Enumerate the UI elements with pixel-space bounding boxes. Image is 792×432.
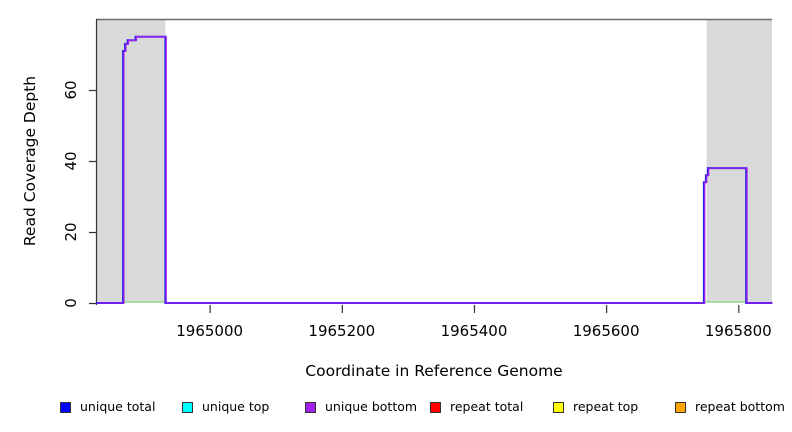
coverage-line-unique-total — [96, 35, 772, 304]
legend-swatch-icon — [553, 401, 564, 413]
x-tick-label: 1965800 — [704, 322, 772, 340]
x-tick-label: 1965600 — [572, 322, 640, 340]
legend-label: unique bottom — [325, 399, 418, 414]
x-axis-title: Coordinate in Reference Genome — [305, 362, 563, 380]
y-tick-label: 0 — [62, 298, 80, 308]
legend-swatch-icon — [60, 401, 71, 413]
shaded-region — [706, 19, 772, 303]
y-tick-label: 20 — [62, 222, 80, 242]
legend-item-unique-top: unique top — [182, 398, 269, 416]
legend-label: unique total — [80, 399, 156, 414]
legend-swatch-icon — [182, 401, 193, 413]
legend-item-unique-total: unique total — [60, 398, 155, 416]
y-tick-label: 60 — [62, 80, 80, 100]
legend-item-repeat-total: repeat total — [430, 398, 523, 416]
y-axis-title: Read Coverage Depth — [21, 75, 39, 247]
legend-label: repeat bottom — [695, 399, 785, 414]
y-tick-label: 40 — [62, 151, 80, 171]
shaded-region — [96, 19, 166, 303]
legend-label: repeat top — [573, 399, 639, 414]
x-tick-label: 1965400 — [440, 322, 508, 340]
x-tick-label: 1965200 — [308, 322, 376, 340]
legend-label: repeat total — [450, 399, 524, 414]
legend-swatch-icon — [675, 401, 686, 413]
legend-swatch-icon — [305, 401, 316, 413]
legend-item-repeat-top: repeat top — [553, 398, 638, 416]
legend-item-unique-bottom: unique bottom — [305, 398, 417, 416]
legend-item-repeat-bottom: repeat bottom — [675, 398, 785, 416]
legend: unique total unique top unique bottom repea… — [0, 398, 792, 422]
legend-label: unique top — [202, 399, 270, 414]
x-tick-label: 1965000 — [176, 322, 244, 340]
coverage-line-unique-bottom — [96, 36, 773, 304]
legend-swatch-icon — [430, 401, 441, 413]
